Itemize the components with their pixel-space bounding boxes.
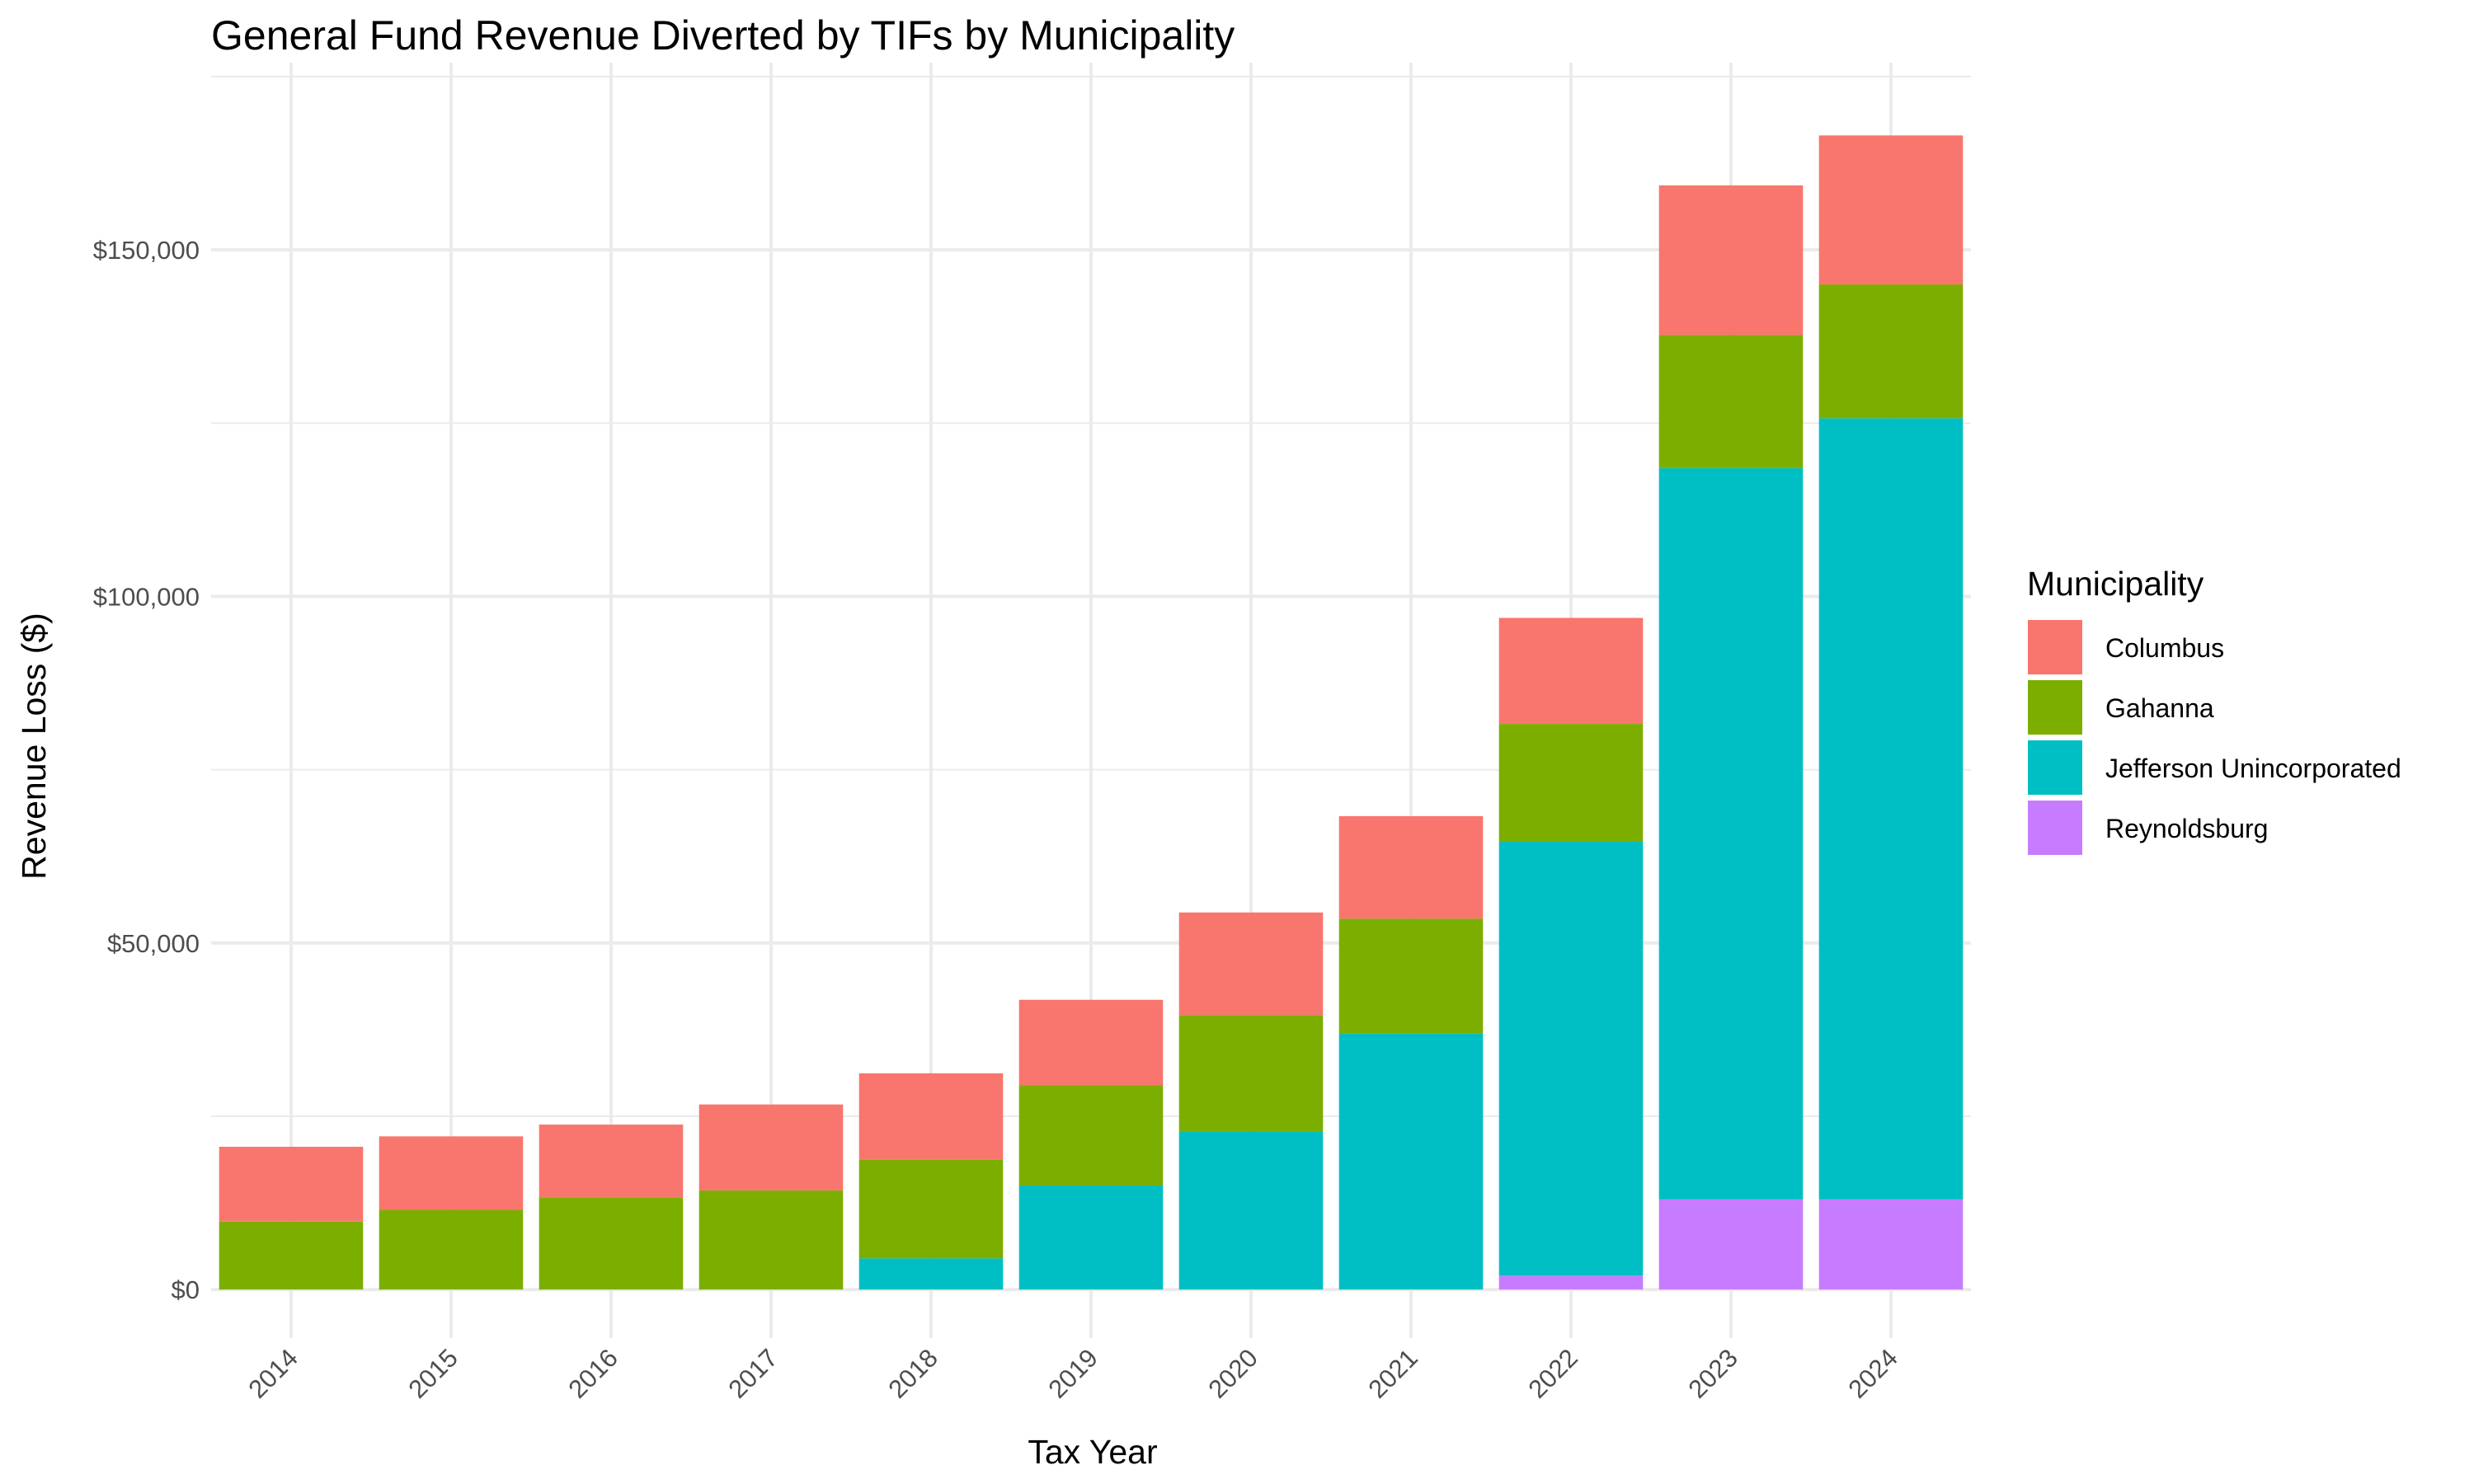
- x-tick-label: 2024: [1842, 1343, 1903, 1404]
- legend-label-gahanna: Gahanna: [2105, 693, 2214, 723]
- y-tick-label: $100,000: [93, 582, 200, 611]
- x-tick-label: 2021: [1362, 1343, 1423, 1404]
- bar-columbus-2023: [1658, 185, 1804, 336]
- bar-gahanna-2015: [379, 1209, 524, 1290]
- bar-columbus-2020: [1178, 912, 1324, 1016]
- bar-gahanna-2017: [698, 1190, 844, 1290]
- bar-gahanna-2018: [858, 1159, 1004, 1259]
- legend-swatch-gahanna: [2028, 680, 2082, 735]
- legend-swatch-reynoldsburg: [2028, 801, 2082, 855]
- bar-gahanna-2014: [219, 1221, 364, 1290]
- bar-columbus-2022: [1498, 618, 1644, 725]
- chart-title: General Fund Revenue Diverted by TIFs by…: [211, 12, 1235, 59]
- legend-swatch-columbus: [2028, 620, 2082, 674]
- x-tick-label: 2023: [1682, 1343, 1743, 1404]
- bar-columbus-2014: [219, 1146, 364, 1222]
- x-tick-label: 2017: [722, 1343, 783, 1404]
- legend-title: Municipality: [2027, 565, 2204, 603]
- x-tick-label: 2015: [402, 1343, 463, 1404]
- bar-jefferson-unincorporated-2020: [1178, 1131, 1324, 1290]
- y-tick-label: $150,000: [93, 236, 200, 265]
- bar-jefferson-unincorporated-2023: [1658, 467, 1804, 1200]
- bars: [219, 135, 1964, 1290]
- x-tick-label: 2014: [242, 1343, 303, 1404]
- legend-label-reynoldsburg: Reynoldsburg: [2105, 814, 2268, 843]
- y-axis-ticks: $0 $50,000 $100,000 $150,000: [93, 236, 200, 1304]
- x-tick-label: 2018: [882, 1343, 943, 1404]
- legend-label-columbus: Columbus: [2105, 633, 2224, 663]
- legend-swatch-jefferson-unincorporated: [2028, 740, 2082, 795]
- x-axis-ticks: 2014 2015 2016 2017 2018 2019 2020 2021 2022 2023…: [242, 1343, 1903, 1404]
- bar-gahanna-2019: [1018, 1085, 1164, 1186]
- x-tick-label: 2020: [1202, 1343, 1263, 1404]
- bar-columbus-2021: [1338, 815, 1484, 919]
- bar-columbus-2018: [858, 1073, 1004, 1160]
- x-tick-label: 2019: [1042, 1343, 1103, 1404]
- bar-reynoldsburg-2022: [1498, 1275, 1644, 1290]
- bar-columbus-2016: [539, 1125, 684, 1198]
- legend: Municipality Columbus Gahanna Jefferson Un…: [2027, 565, 2401, 855]
- bar-jefferson-unincorporated-2024: [1818, 418, 1964, 1200]
- bar-gahanna-2024: [1818, 284, 1964, 419]
- x-axis-title: Tax Year: [1028, 1433, 1157, 1471]
- bar-jefferson-unincorporated-2021: [1338, 1033, 1484, 1290]
- bar-jefferson-unincorporated-2018: [858, 1258, 1004, 1290]
- y-axis-title: Revenue Loss ($): [15, 613, 53, 880]
- bar-gahanna-2022: [1498, 724, 1644, 843]
- bar-columbus-2015: [379, 1136, 524, 1210]
- bar-gahanna-2020: [1178, 1015, 1324, 1132]
- bar-jefferson-unincorporated-2019: [1018, 1186, 1164, 1290]
- y-tick-label: $0: [172, 1275, 200, 1304]
- bar-columbus-2024: [1818, 135, 1964, 285]
- bar-gahanna-2023: [1658, 335, 1804, 468]
- x-tick-label: 2022: [1522, 1343, 1583, 1404]
- bar-reynoldsburg-2024: [1818, 1199, 1964, 1290]
- y-tick-label: $50,000: [107, 929, 200, 958]
- legend-label-jefferson-unincorporated: Jefferson Unincorporated: [2105, 754, 2401, 783]
- x-tick-label: 2016: [562, 1343, 623, 1404]
- bar-reynoldsburg-2023: [1658, 1199, 1804, 1290]
- bar-gahanna-2016: [539, 1197, 684, 1290]
- bar-gahanna-2021: [1338, 918, 1484, 1034]
- bar-columbus-2019: [1018, 999, 1164, 1086]
- bar-columbus-2017: [698, 1104, 844, 1190]
- bar-jefferson-unincorporated-2022: [1498, 842, 1644, 1276]
